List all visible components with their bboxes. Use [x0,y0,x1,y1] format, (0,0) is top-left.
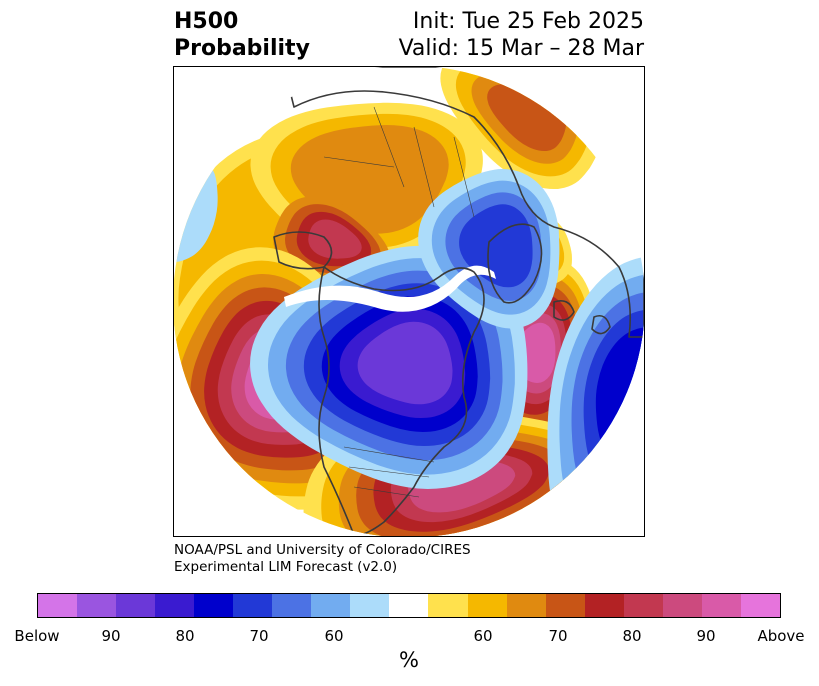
colorbar-swatch [740,594,780,617]
colorbar-swatch [194,594,234,617]
colorbar-swatch [389,594,429,617]
colorbar [37,593,781,618]
colorbar-swatch [350,594,390,617]
map-title: H500 Probability [174,8,310,62]
colorbar-swatch [545,594,585,617]
colorbar-tick-label: 70 [249,627,269,645]
coastline [273,231,333,270]
coastline [318,266,485,536]
probability-map [174,67,644,536]
colorbar-swatch [311,594,351,617]
colorbar-tick-label: 80 [175,627,195,645]
credit-text: NOAA/PSL and University of Colorado/CIRE… [174,542,471,576]
colorbar-swatch [155,594,195,617]
init-date: Init: Tue 25 Feb 2025 [412,9,644,34]
colorbar-swatch [38,594,78,617]
political-border [353,486,420,498]
colorbar-swatch [467,594,507,617]
coastline [591,314,611,335]
neutral-band [284,265,496,312]
coastline [283,67,644,338]
political-border [323,156,395,168]
colorbar-swatch [272,594,312,617]
colorbar-swatch [233,594,273,617]
colorbar-tick-label: 70 [548,627,568,645]
colorbar-unit: % [399,648,419,672]
colorbar-swatch [701,594,741,617]
political-border [343,446,435,463]
colorbar-tick-label: 80 [622,627,642,645]
colorbar-swatch [506,594,546,617]
colorbar-swatch [428,594,468,617]
colorbar-swatch [584,594,624,617]
political-border [453,136,475,218]
title-quantity: Probability [174,36,310,61]
coastline [553,299,575,321]
credit-line-1: NOAA/PSL and University of Colorado/CIRE… [174,542,471,558]
map-dates: Init: Tue 25 Feb 2025 Valid: 15 Mar – 28… [399,8,644,62]
probability-contour [357,321,453,405]
colorbar-tick-label: Above [757,627,805,645]
political-border [413,126,435,208]
valid-range: Valid: 15 Mar – 28 Mar [398,36,644,61]
colorbar-swatch [623,594,663,617]
colorbar-tick-label: 90 [101,627,121,645]
colorbar-tick-label: 90 [696,627,716,645]
political-border [373,106,405,188]
colorbar-swatch [77,594,117,617]
title-variable: H500 [174,9,239,34]
coastline [487,223,543,304]
credit-line-2: Experimental LIM Forecast (v2.0) [174,559,398,575]
map-panel [173,66,645,537]
political-border [348,466,430,478]
colorbar-tick-label: 60 [324,627,344,645]
colorbar-swatch [116,594,156,617]
colorbar-swatch [662,594,702,617]
colorbar-tick-label: 60 [473,627,493,645]
colorbar-tick-label: Below [14,627,60,645]
probability-contour [308,219,362,259]
